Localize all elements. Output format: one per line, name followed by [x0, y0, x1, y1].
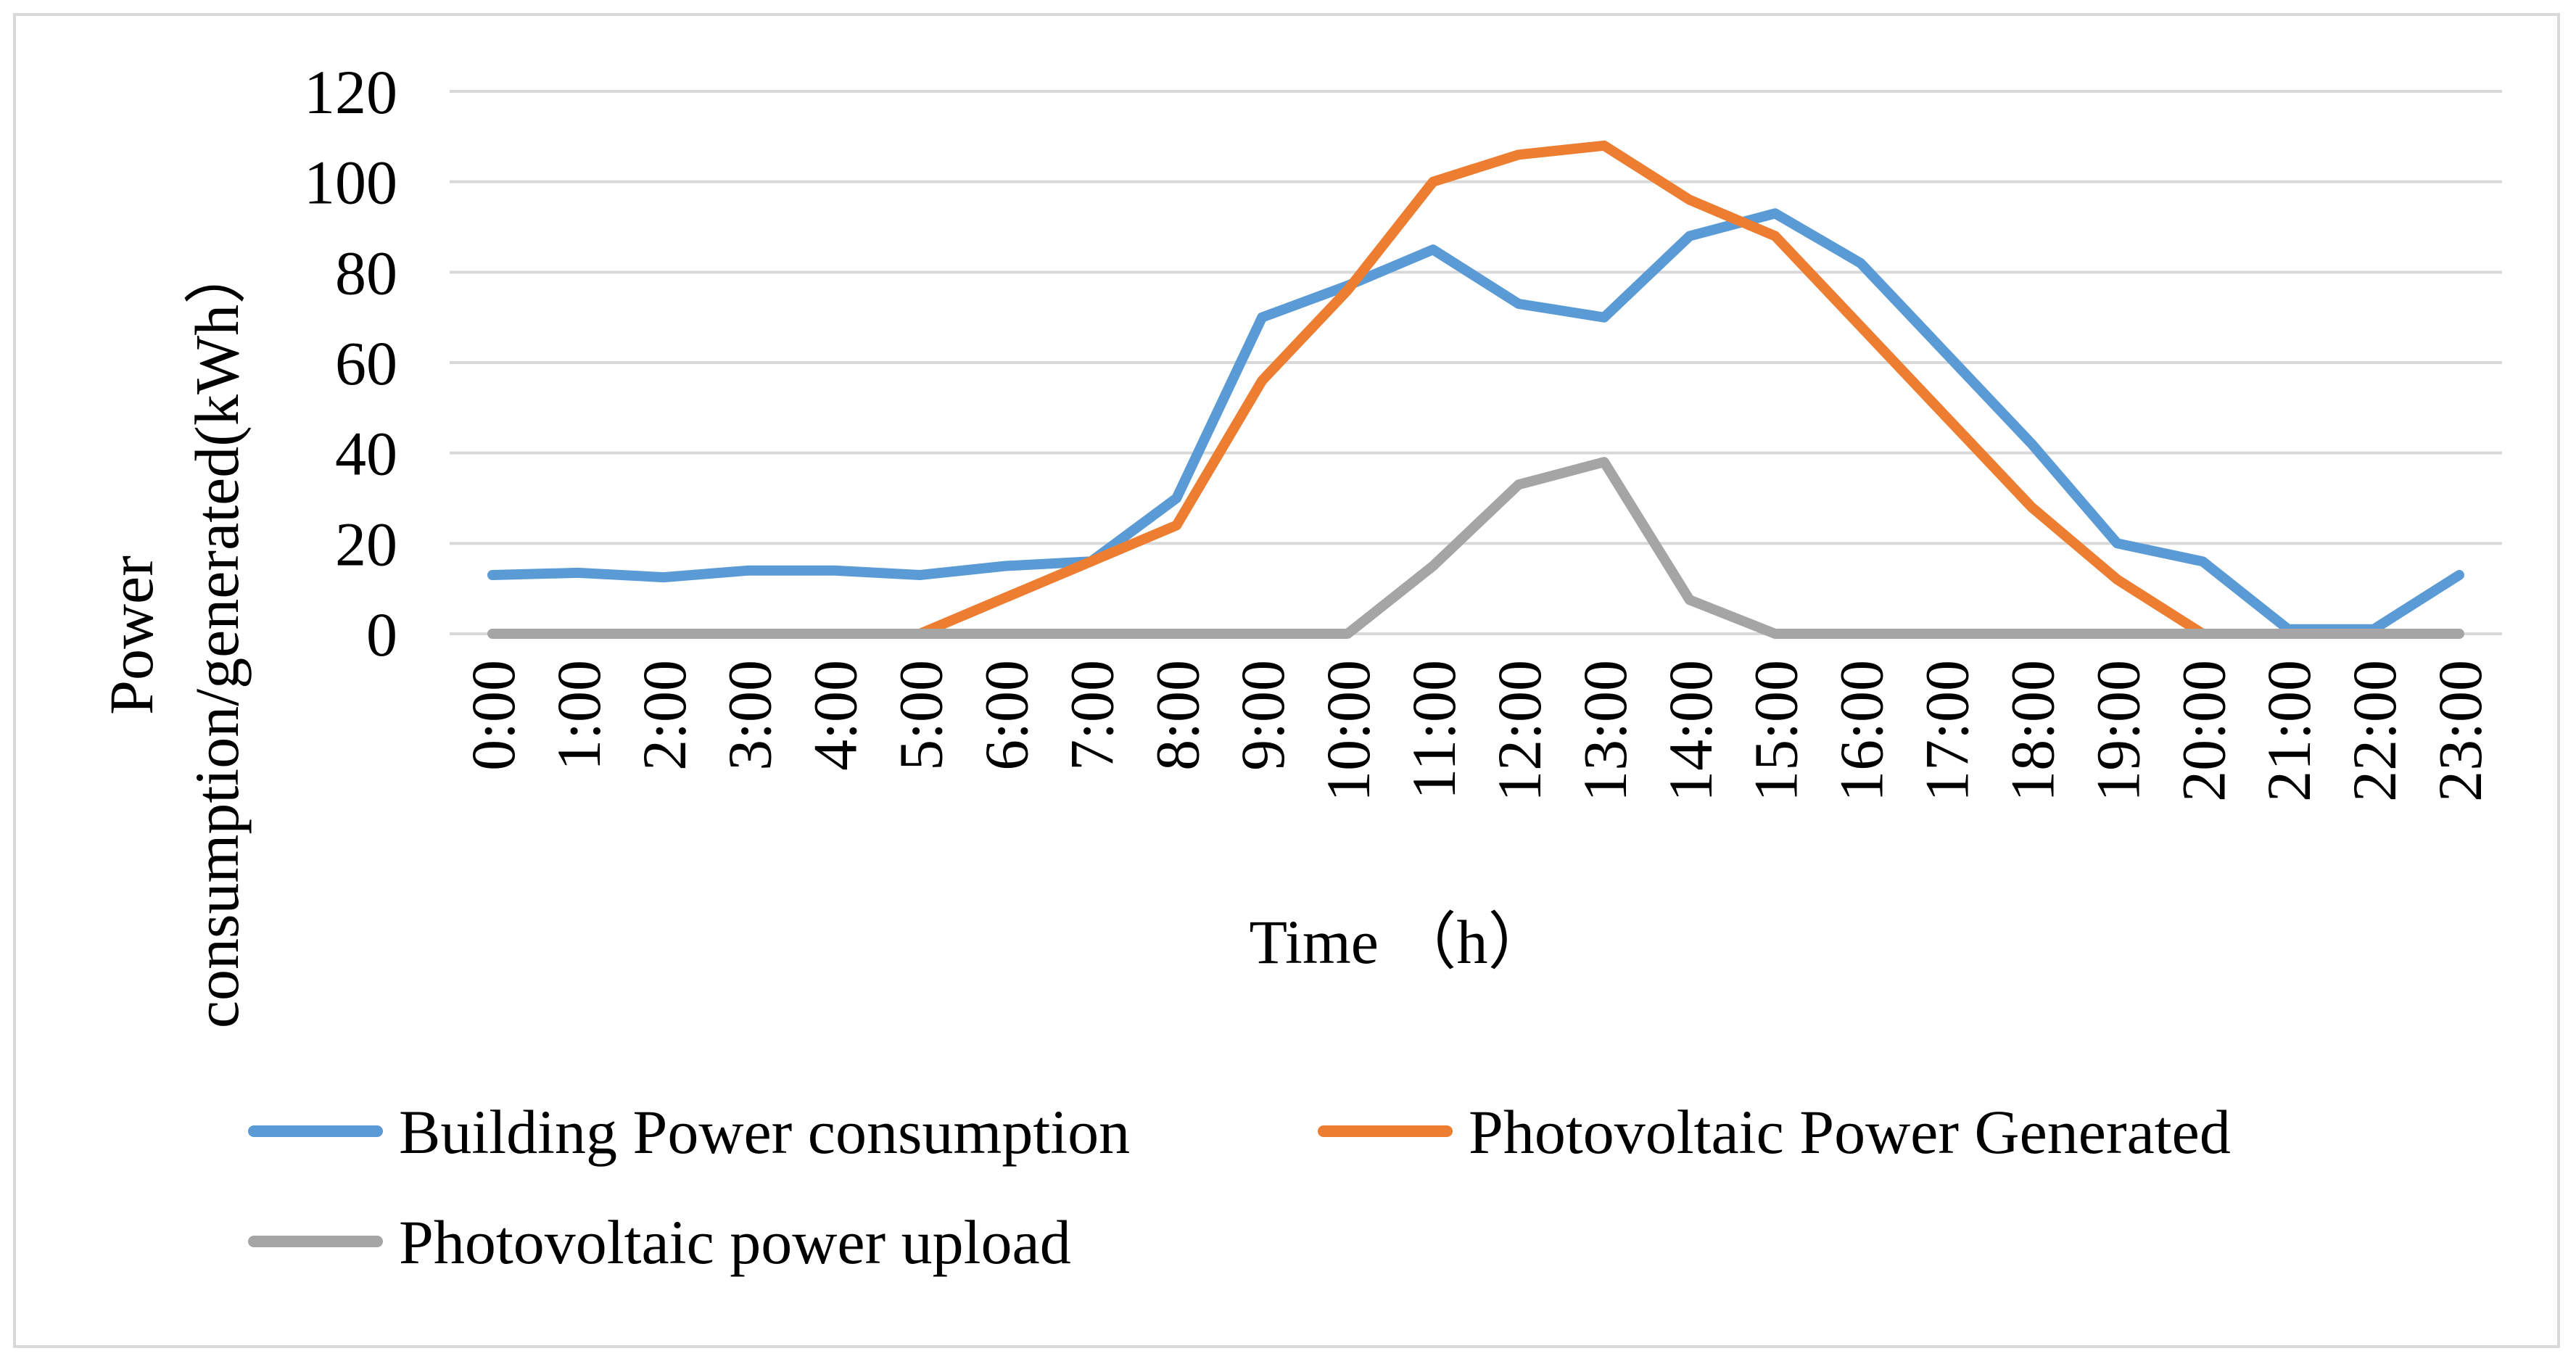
y-tick-label: 40	[335, 419, 397, 489]
x-axis-ticks: 0:00 1:00 2:00 3:00 4:00 5:00 6:00 7:00 8:00 9:00…	[458, 660, 2495, 802]
x-tick-label: 19:00	[2083, 660, 2152, 802]
x-tick-label: 16:00	[1827, 660, 1896, 802]
series-lines	[487, 140, 2464, 639]
legend-label-1: Photovoltaic Power Generated	[1469, 1097, 2231, 1167]
y-axis-title-line-1: Power	[96, 555, 166, 715]
x-tick-label: 17:00	[1912, 660, 1982, 802]
series-line-1	[915, 140, 2208, 639]
series-line-0	[487, 208, 2464, 635]
x-tick-label: 6:00	[971, 660, 1041, 771]
x-tick-label: 11:00	[1399, 660, 1469, 800]
x-tick-label: 15:00	[1741, 660, 1811, 802]
x-tick-label: 21:00	[2254, 660, 2324, 802]
x-tick-label: 0:00	[458, 660, 528, 771]
x-tick-label: 14:00	[1656, 660, 1725, 802]
x-tick-label: 22:00	[2340, 660, 2409, 802]
x-tick-label: 9:00	[1228, 660, 1297, 771]
y-axis-title: Power consumption/generated(kWh）	[96, 242, 252, 1028]
x-tick-label: 18:00	[1997, 660, 2067, 802]
x-tick-label: 20:00	[2168, 660, 2238, 802]
legend-label-2: Photovoltaic power upload	[399, 1207, 1071, 1277]
y-tick-label: 80	[335, 238, 397, 307]
legend-label-0: Building Power consumption	[399, 1097, 1130, 1167]
x-tick-label: 12:00	[1485, 660, 1554, 802]
y-tick-label: 120	[304, 57, 397, 127]
x-tick-label: 5:00	[886, 660, 956, 771]
y-tick-label: 100	[304, 148, 397, 218]
y-tick-label: 0	[366, 600, 397, 669]
y-axis-title-line-2: consumption/generated(kWh）	[182, 242, 252, 1028]
x-tick-label: 13:00	[1570, 660, 1640, 802]
x-tick-label: 23:00	[2425, 660, 2495, 802]
x-tick-label: 10:00	[1313, 660, 1383, 802]
x-tick-label: 2:00	[629, 660, 699, 771]
y-tick-label: 20	[335, 509, 397, 579]
x-tick-label: 8:00	[1142, 660, 1212, 771]
x-tick-label: 3:00	[715, 660, 785, 771]
x-tick-label: 7:00	[1057, 660, 1126, 771]
chart-frame	[13, 13, 2560, 1348]
x-tick-label: 1:00	[544, 660, 614, 771]
x-tick-label: 4:00	[801, 660, 870, 771]
legend: Building Power consumption Photovoltaic P…	[248, 1097, 2231, 1277]
y-axis-ticks: 0 20 40 60 80 100 120	[304, 57, 397, 669]
series-line-2	[487, 457, 2464, 639]
y-tick-label: 60	[335, 328, 397, 398]
x-axis-title: Time （h）	[1250, 907, 1551, 977]
